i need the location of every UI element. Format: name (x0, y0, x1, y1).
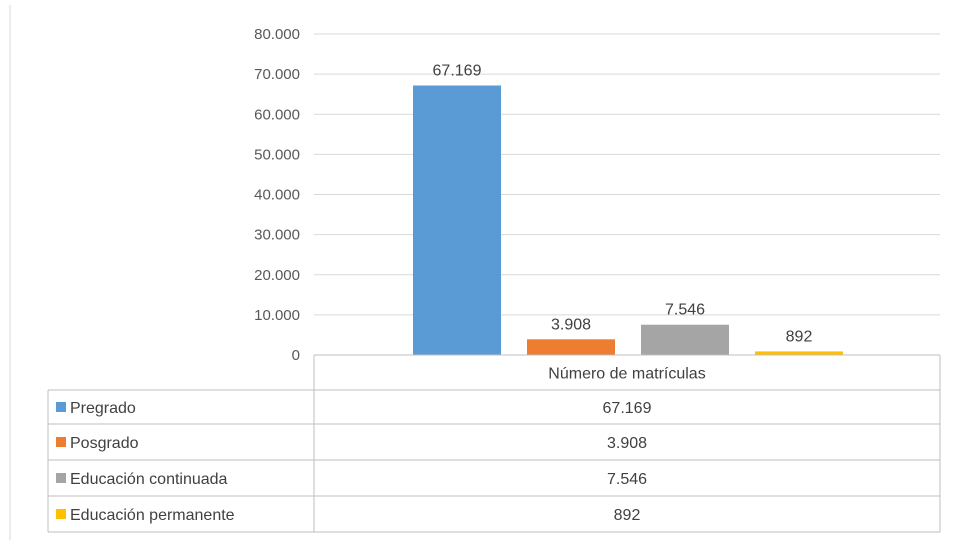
bar-educación-continuada (641, 324, 729, 355)
legend-label-educación-permanente: Educación permanente (70, 507, 235, 524)
y-tick-label-10000: 10.000 (254, 307, 300, 324)
y-tick-label-70000: 70.000 (254, 66, 300, 83)
data-labels: 67.169 3.908 7.546 892 (433, 62, 813, 345)
y-tick-label-20000: 20.000 (254, 267, 300, 284)
table-category-header: Número de matrículas (548, 366, 705, 383)
bars (413, 85, 843, 356)
y-tick-label-40000: 40.000 (254, 187, 300, 204)
bar-pregrado (413, 85, 501, 356)
y-axis-ticks: 0 10.000 20.000 30.000 40.000 50.000 60.000 70.… (254, 26, 300, 364)
legend-label-pregrado: Pregrado (70, 400, 136, 417)
data-label-educación-continuada: 7.546 (665, 302, 705, 319)
y-tick-label-0: 0 (292, 347, 300, 364)
data-label-pregrado: 67.169 (433, 62, 482, 79)
legend-key-educación-permanente (56, 509, 66, 519)
table-value-educación-permanente: 892 (614, 507, 641, 524)
y-tick-label-60000: 60.000 (254, 106, 300, 123)
legend-key-educación-continuada (56, 473, 66, 483)
table-value-posgrado: 3.908 (607, 435, 647, 452)
data-label-educación-permanente: 892 (786, 328, 813, 345)
legend-key-pregrado (56, 402, 66, 412)
table-value-educación-continuada: 7.546 (607, 471, 647, 488)
y-tick-label-50000: 50.000 (254, 146, 300, 163)
legend-key-posgrado (56, 437, 66, 447)
data-label-posgrado: 3.908 (551, 316, 591, 333)
legend-label-posgrado: Posgrado (70, 435, 139, 452)
gridlines (314, 33, 940, 356)
legend-label-educación-continuada: Educación continuada (70, 471, 228, 488)
bar-educación-permanente (755, 351, 843, 355)
y-tick-label-80000: 80.000 (254, 26, 300, 43)
bar-posgrado (527, 339, 615, 355)
table-value-pregrado: 67.169 (603, 400, 652, 417)
y-tick-label-30000: 30.000 (254, 227, 300, 244)
data-table: Número de matrículas Pregrado 67.169 Posgra… (47, 354, 941, 533)
